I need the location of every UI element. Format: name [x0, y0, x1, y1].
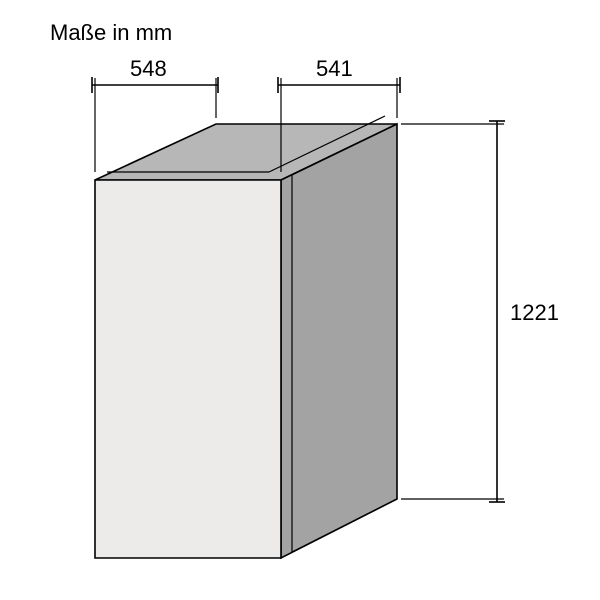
diagram-title: Maße in mm: [50, 20, 172, 45]
dimension-diagram: Maße in mm 548 541 1221: [0, 0, 600, 600]
dim-label-height: 1221: [510, 300, 559, 325]
cabinet-side-face: [281, 124, 397, 558]
cabinet-front-face: [95, 180, 281, 558]
dim-label-width: 548: [130, 56, 167, 81]
dim-label-depth: 541: [316, 56, 353, 81]
